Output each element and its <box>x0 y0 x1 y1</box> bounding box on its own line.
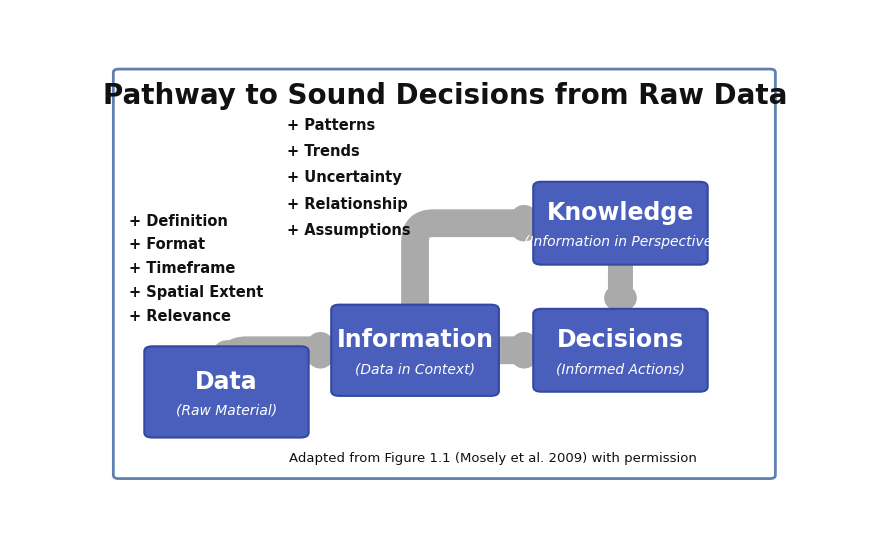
Text: (Raw Material): (Raw Material) <box>176 404 277 418</box>
Text: Knowledge: Knowledge <box>547 201 694 225</box>
Text: (Information in Perspective): (Information in Perspective) <box>524 235 717 249</box>
Text: Pathway to Sound Decisions from Raw Data: Pathway to Sound Decisions from Raw Data <box>103 82 787 110</box>
FancyBboxPatch shape <box>144 346 308 438</box>
Text: Adapted from Figure 1.1 (Mosely et al. 2009) with permission: Adapted from Figure 1.1 (Mosely et al. 2… <box>289 452 696 465</box>
Text: + Format: + Format <box>129 237 205 253</box>
Text: + Uncertainty: + Uncertainty <box>287 170 401 186</box>
Text: + Relevance: + Relevance <box>129 308 231 324</box>
Text: (Data in Context): (Data in Context) <box>355 362 475 376</box>
Text: + Patterns: + Patterns <box>287 118 375 133</box>
Text: + Assumptions: + Assumptions <box>287 223 411 238</box>
Text: (Informed Actions): (Informed Actions) <box>556 362 685 376</box>
FancyBboxPatch shape <box>534 182 707 265</box>
Text: + Trends: + Trends <box>287 144 360 159</box>
FancyBboxPatch shape <box>534 309 707 392</box>
Text: Information: Information <box>336 328 494 352</box>
FancyBboxPatch shape <box>113 69 775 479</box>
Text: + Relationship: + Relationship <box>287 196 408 212</box>
Text: + Timeframe: + Timeframe <box>129 261 235 276</box>
Text: Decisions: Decisions <box>557 328 684 352</box>
Text: Data: Data <box>196 370 258 393</box>
FancyBboxPatch shape <box>331 305 499 396</box>
Text: + Spatial Extent: + Spatial Extent <box>129 285 263 300</box>
Text: + Definition: + Definition <box>129 214 228 229</box>
